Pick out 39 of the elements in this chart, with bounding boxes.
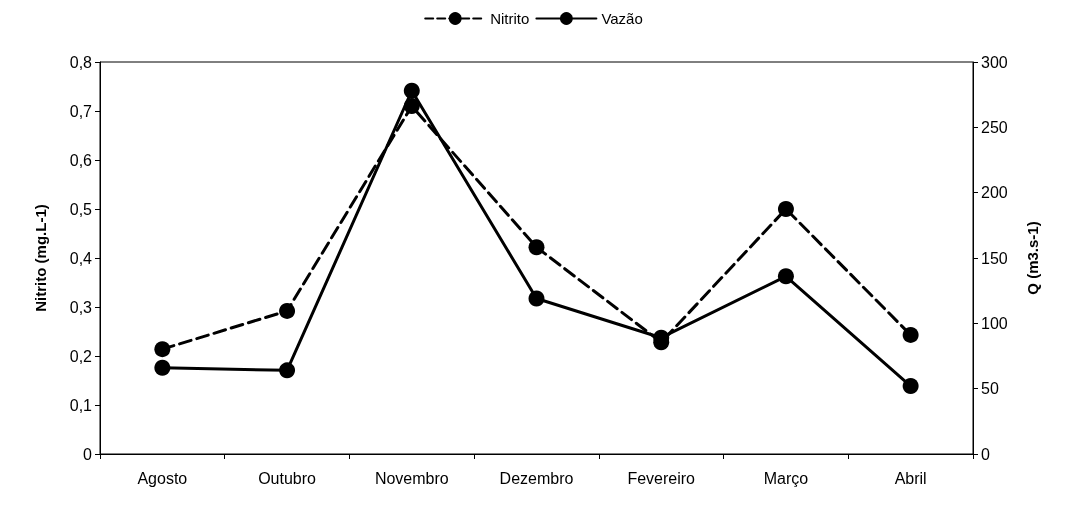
y-tick-label: 0,3 xyxy=(69,298,93,316)
y-tick-label: 0,1 xyxy=(69,396,93,414)
point xyxy=(777,201,794,217)
point xyxy=(777,268,794,285)
point xyxy=(279,302,296,319)
y2-tick-label: 200 xyxy=(981,184,1008,202)
x-tick-label: Outubro xyxy=(258,469,317,487)
x-tick-label: Abril xyxy=(894,469,927,487)
point xyxy=(403,98,420,115)
legend-label: Vazão xyxy=(601,10,643,27)
point xyxy=(528,239,545,256)
y-tick-label: 0,2 xyxy=(69,347,93,365)
point xyxy=(403,82,420,99)
point xyxy=(279,362,296,379)
y-tick-label: 0,6 xyxy=(69,151,93,169)
point xyxy=(528,290,545,307)
x-tick-label: Fevereiro xyxy=(627,469,696,487)
point xyxy=(902,378,919,395)
y-tick-label: 0,5 xyxy=(69,200,93,218)
x-tick-label: Agosto xyxy=(137,469,188,487)
y-tick-label: 0,7 xyxy=(69,102,93,120)
point xyxy=(154,359,171,376)
y2-tick-label: 300 xyxy=(981,53,1008,71)
x-tick-label: Dezembro xyxy=(499,469,574,487)
y2-tick-label: 150 xyxy=(981,249,1008,267)
y2-tick-label: 250 xyxy=(981,118,1008,136)
point xyxy=(154,341,171,358)
legend-label: Nitrito xyxy=(490,10,530,27)
y2-tick-label: 100 xyxy=(981,314,1008,332)
point xyxy=(902,326,919,343)
x-tick-label: Novembro xyxy=(374,469,449,487)
x-tick-label: Março xyxy=(763,469,809,487)
y-tick-label: 0 xyxy=(83,445,93,463)
y-axis-title: Nitrito (mg.L-1) xyxy=(32,204,49,312)
y2-tick-label: 0 xyxy=(981,445,990,463)
y-tick-label: 0,8 xyxy=(69,53,93,71)
y2-axis-title: Q (m3.s-1) xyxy=(1024,221,1041,295)
y2-tick-label: 50 xyxy=(981,380,999,398)
y-tick-label: 0,4 xyxy=(69,249,93,267)
